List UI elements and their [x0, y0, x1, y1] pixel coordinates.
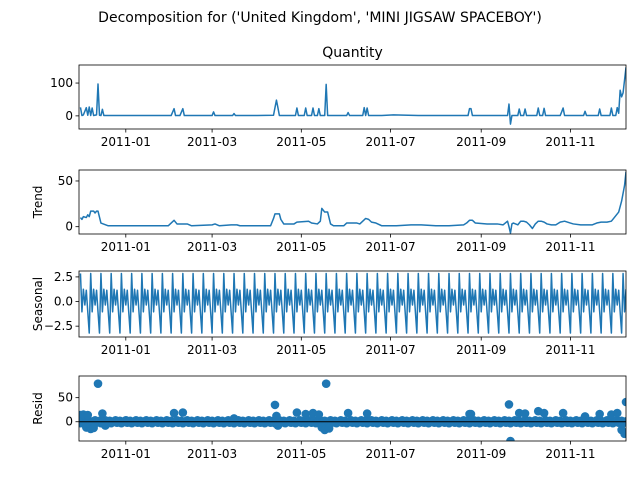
x-tick-label: 2011-09 — [456, 447, 506, 461]
y-tick-label: 100 — [50, 76, 73, 90]
x-tick-label: 2011-11 — [545, 240, 595, 254]
trend-axes-frame — [78, 169, 627, 235]
x-tick-label: 2011-09 — [456, 343, 506, 357]
observed-axes-frame — [78, 64, 627, 130]
resid-point — [89, 423, 98, 433]
y-tick-label: 0.0 — [54, 295, 73, 309]
subplot-trend: 0 50 2011-01 2011-03 2011-05 2011-07 2011-09 20… — [31, 169, 627, 254]
y-tick-label: 50 — [58, 174, 73, 188]
x-tick-label: 2011-01 — [101, 343, 151, 357]
resid-point — [301, 409, 311, 419]
resid-point — [506, 436, 515, 441]
trend-ylabel: Trend — [31, 186, 45, 220]
x-tick-label: 2011-09 — [456, 135, 506, 149]
resid-point — [292, 408, 302, 417]
x-tick-label: 2011-03 — [187, 135, 237, 149]
y-tick-label: −2.5 — [44, 319, 73, 333]
resid-point — [98, 409, 107, 418]
x-tick-label: 2011-11 — [545, 135, 595, 149]
figure-title: Decomposition for ('United Kingdom', 'MI… — [98, 10, 542, 26]
observed-series-line — [79, 67, 626, 125]
x-tick-label: 2011-03 — [187, 343, 237, 357]
resid-ylabel: Resid — [31, 392, 45, 424]
subplot-observed: 0 100 2011-01 2011-03 2011-05 2011-07 2011-09 2… — [50, 45, 627, 149]
x-tick-label: 2011-07 — [365, 135, 415, 149]
resid-point — [504, 400, 514, 409]
resid-point — [595, 409, 604, 419]
y-tick-label: 50 — [58, 391, 73, 405]
x-tick-label: 2011-03 — [187, 447, 237, 461]
x-tick-label: 2011-05 — [276, 240, 326, 254]
resid-point — [229, 414, 239, 423]
trend-data — [79, 171, 626, 234]
resid-point — [539, 408, 549, 418]
resid-point — [273, 421, 283, 430]
x-tick-label: 2011-11 — [545, 447, 595, 461]
x-tick-label: 2011-07 — [365, 240, 415, 254]
seasonal-data — [79, 272, 626, 334]
resid-point — [314, 410, 324, 419]
x-tick-label: 2011-01 — [101, 447, 151, 461]
resid-data — [79, 379, 626, 441]
resid-point — [621, 397, 626, 407]
x-tick-label: 2011-11 — [545, 343, 595, 357]
x-tick-label: 2011-09 — [456, 240, 506, 254]
seasonal-series-line — [79, 272, 626, 334]
resid-point — [272, 411, 281, 421]
resid-point — [520, 409, 530, 418]
y-tick-label: 0 — [65, 220, 73, 234]
resid-point — [558, 408, 568, 418]
x-tick-label: 2011-03 — [187, 240, 237, 254]
resid-point — [321, 379, 331, 389]
resid-point — [343, 408, 353, 418]
resid-point — [612, 408, 622, 418]
trend-series-line — [79, 171, 626, 234]
observed-data — [79, 67, 626, 125]
resid-point — [83, 410, 93, 420]
y-tick-label: 0 — [65, 109, 73, 123]
resid-point — [580, 412, 590, 421]
seasonal-ylabel: Seasonal — [31, 277, 45, 331]
resid-point — [270, 400, 280, 410]
resid-point — [466, 409, 476, 419]
resid-point — [169, 408, 179, 418]
x-tick-label: 2011-05 — [276, 447, 326, 461]
resid-point — [93, 379, 103, 389]
x-tick-label: 2011-01 — [101, 240, 151, 254]
resid-axes-frame — [78, 375, 627, 442]
subplot-stack: 0 100 2011-01 2011-03 2011-05 2011-07 2011-09 2… — [31, 45, 627, 461]
subplot-seasonal: −2.5 0.0 2.5 2011-01 2011-03 2011-05 2011-07 20… — [31, 270, 627, 357]
x-tick-label: 2011-05 — [276, 343, 326, 357]
resid-point — [178, 408, 188, 417]
y-tick-label: 0 — [65, 415, 73, 429]
resid-point — [324, 424, 334, 433]
resid-point — [362, 409, 372, 418]
seasonal-axes-frame — [78, 270, 627, 338]
y-tick-label: 2.5 — [54, 270, 73, 284]
x-tick-label: 2011-07 — [365, 447, 415, 461]
resid-point — [620, 429, 626, 439]
resid-point — [101, 421, 110, 430]
x-tick-label: 2011-05 — [276, 135, 326, 149]
x-tick-label: 2011-07 — [365, 343, 415, 357]
x-tick-label: 2011-01 — [101, 135, 151, 149]
panel-title: Quantity — [322, 45, 383, 61]
subplot-resid: 0 50 2011-01 2011-03 2011-05 2011-07 2011-09 20… — [31, 375, 627, 461]
